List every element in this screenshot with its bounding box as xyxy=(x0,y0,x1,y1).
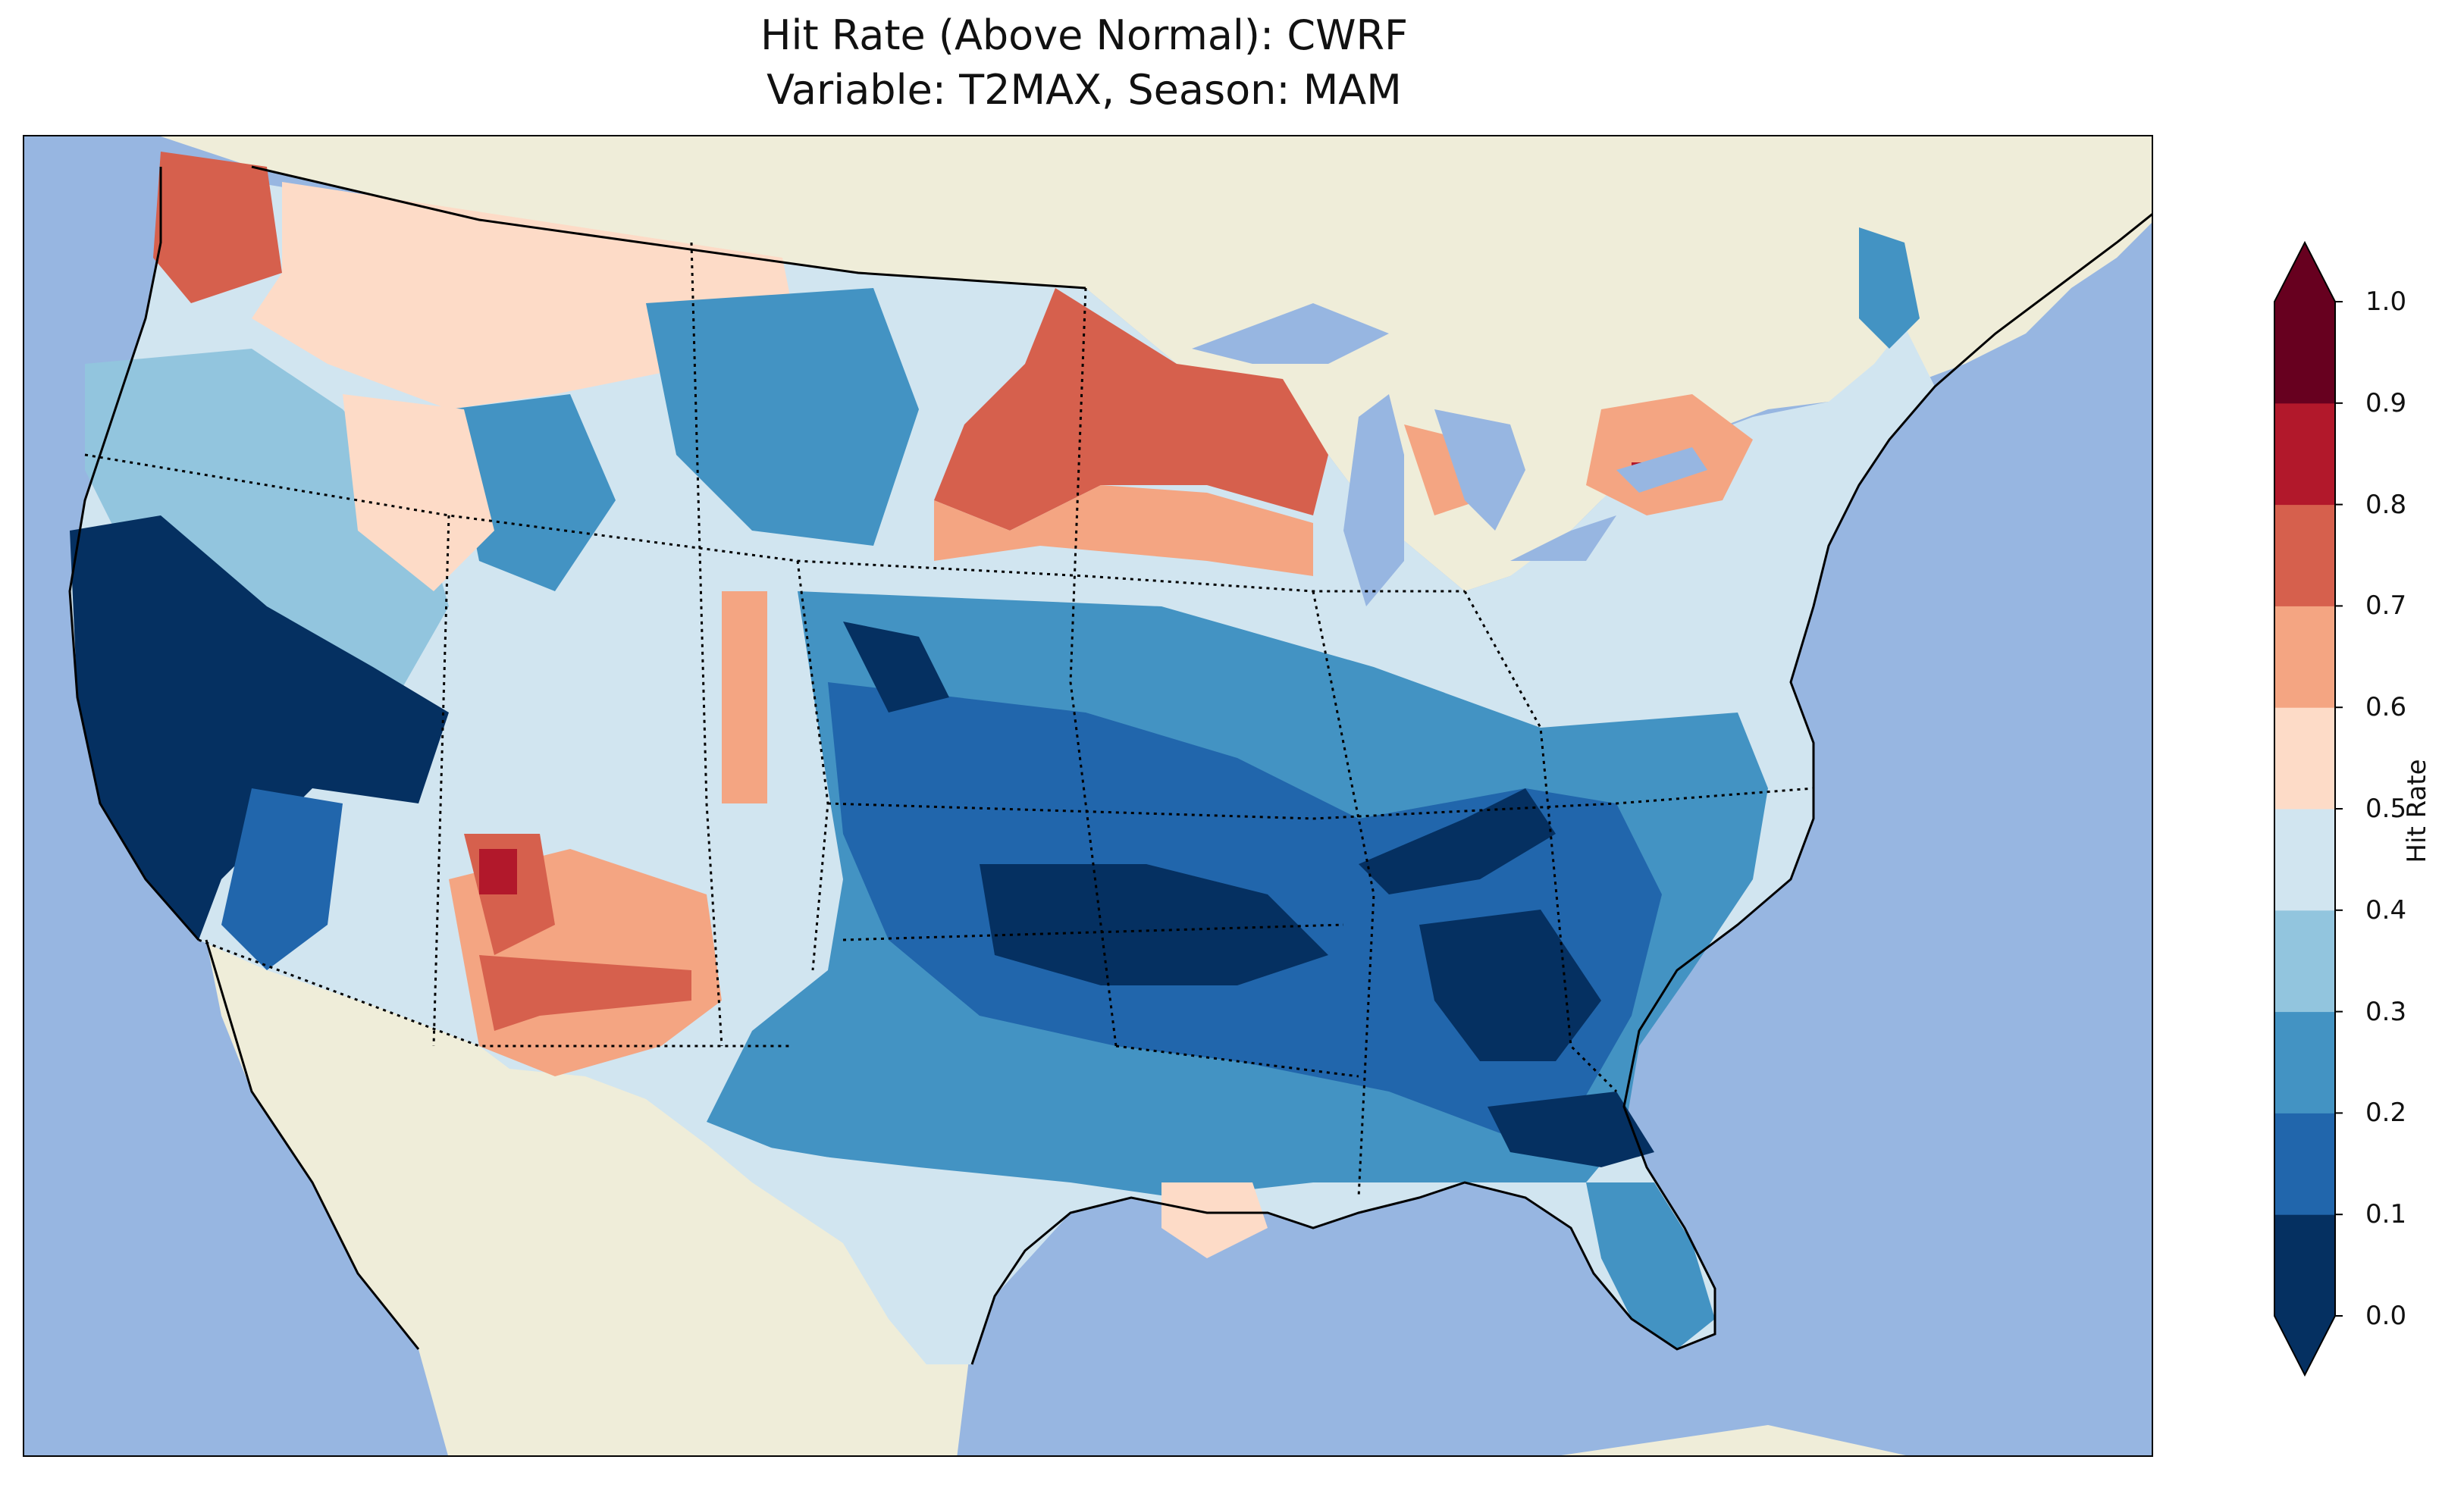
region-ga-navy xyxy=(1419,910,1601,1061)
region-texas-light xyxy=(707,1137,1071,1364)
map-subtitle: Variable: T2MAX, Season: MAM xyxy=(766,66,1402,114)
colorbar-segment xyxy=(2274,910,2335,1013)
colorbar-segment xyxy=(2274,809,2335,911)
colorbar-segment xyxy=(2274,606,2335,708)
colorbar-tick-label: 0.9 xyxy=(2365,387,2407,418)
colorbar-tick-label: 0.6 xyxy=(2365,692,2407,723)
colorbar-label: Hit Rate xyxy=(2402,759,2432,863)
region-california xyxy=(70,515,449,940)
colorbar-segment xyxy=(2274,504,2335,606)
colorbar-segment xyxy=(2274,707,2335,810)
region-pnw xyxy=(153,152,282,303)
region-kansas-navy xyxy=(843,622,949,713)
map-panel xyxy=(23,135,2153,1457)
mexico-land-east xyxy=(1561,1425,1906,1455)
region-oklahoma-navy xyxy=(980,864,1328,985)
colorbar-segment xyxy=(2274,402,2335,506)
region-louisiana-salmon xyxy=(1161,1182,1268,1258)
colorbar xyxy=(2274,241,2343,1377)
colorbar-tick-label: 0.2 xyxy=(2365,1098,2407,1129)
colorbar-segment xyxy=(2274,1214,2335,1317)
colorbar-tick-label: 0.0 xyxy=(2365,1301,2407,1331)
borders xyxy=(68,165,2152,1365)
region-northern-plains xyxy=(646,288,919,546)
region-mn-wi-red xyxy=(934,288,1328,531)
colorbar-tick-label: 1.0 xyxy=(2365,287,2407,317)
colorbar-tick-label: 0.8 xyxy=(2365,489,2407,520)
region-idaho-blue xyxy=(449,394,616,591)
colorbar-tick-label: 0.5 xyxy=(2365,794,2407,824)
colorbar-tick-label: 0.4 xyxy=(2365,894,2407,926)
colorbar-segment xyxy=(2274,1113,2335,1215)
region-tn-navy xyxy=(1359,788,1556,894)
great-lakes xyxy=(1192,303,1707,606)
region-maine-blue xyxy=(1859,227,1920,349)
state-borders xyxy=(84,242,1814,1198)
region-florida xyxy=(1586,1182,1715,1349)
colorbar-segment xyxy=(2274,302,2335,404)
canada-land xyxy=(161,136,2152,591)
colorbar-extend-max xyxy=(2274,243,2335,302)
region-colorado-salmon xyxy=(722,591,767,803)
colorbar-tick-label: 0.3 xyxy=(2365,996,2407,1027)
colorbar-tick-label: 0.1 xyxy=(2365,1199,2407,1230)
region-montana-light xyxy=(343,394,494,591)
region-fl-north-navy xyxy=(1487,1092,1654,1167)
colorbar-segments xyxy=(2274,241,2343,1377)
region-arizona-darkred xyxy=(479,849,517,894)
colorbar-segment xyxy=(2274,1011,2335,1113)
region-midwest-salmon xyxy=(934,485,1313,576)
map-title: Hit Rate (Above Normal): CWRF xyxy=(760,11,1409,59)
region-nm-red xyxy=(479,955,691,1031)
colorbar-tick-label: 0.7 xyxy=(2365,590,2407,622)
map-canvas xyxy=(24,136,2152,1455)
colorbar-extend-min xyxy=(2274,1316,2335,1375)
region-california-mid xyxy=(221,788,343,970)
